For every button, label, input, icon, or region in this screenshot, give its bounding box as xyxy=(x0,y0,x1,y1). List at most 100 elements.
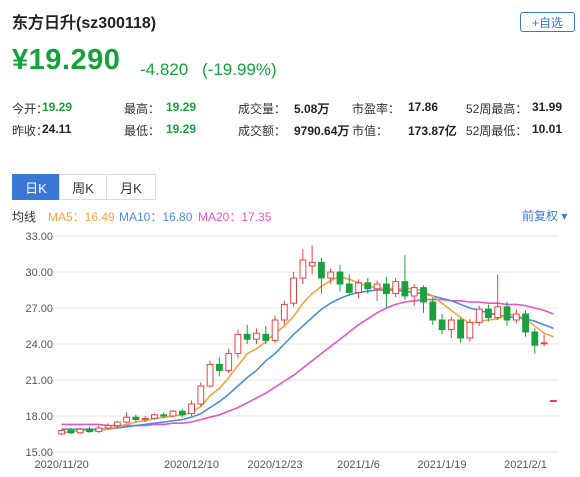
stat-value: 10.01 xyxy=(532,122,563,136)
y-tick-label: 33.00 xyxy=(25,231,53,243)
stock-name: 东方日升(sz300118) xyxy=(12,15,157,32)
candle-body xyxy=(86,428,93,433)
candle-body xyxy=(364,282,372,290)
stat-label: 市盈率： xyxy=(352,102,401,116)
candle-body xyxy=(67,429,75,434)
candle-body xyxy=(392,281,400,295)
stat-label: 成交量： xyxy=(238,102,287,116)
stat-value: 31.99 xyxy=(532,100,563,114)
stat-value: 24.11 xyxy=(42,122,72,136)
candle-body xyxy=(299,259,307,279)
candle-body xyxy=(132,416,140,421)
candle-body xyxy=(76,428,84,434)
candle-body xyxy=(253,332,260,340)
price-change-percent: (-19.99%) xyxy=(202,60,277,79)
candle-body xyxy=(113,421,121,427)
candle-body xyxy=(373,283,381,290)
candle-body xyxy=(308,261,316,267)
candle-body xyxy=(104,425,112,429)
x-tick-label: 2021/1/19 xyxy=(418,459,467,471)
stat-value: 9790.64万 xyxy=(294,124,350,138)
candle-body xyxy=(178,410,186,416)
ma5-line xyxy=(61,275,554,434)
candle-body xyxy=(160,414,168,417)
candle-body xyxy=(262,333,270,341)
candle-body xyxy=(234,333,242,355)
stat-label: 市值： xyxy=(352,124,389,138)
candle-body xyxy=(123,416,130,423)
candle-body xyxy=(522,313,530,333)
candle-body xyxy=(216,363,223,371)
candle-body xyxy=(420,287,427,303)
x-tick-label: 2020/12/23 xyxy=(247,459,302,471)
x-tick-label: 2020/11/20 xyxy=(35,459,89,471)
candle-body xyxy=(401,281,409,297)
x-tick-label: 2021/1/6 xyxy=(337,459,380,471)
candle-body xyxy=(197,385,205,405)
candle-body xyxy=(494,306,502,319)
candle-body xyxy=(243,333,251,340)
candle-body xyxy=(318,261,325,279)
stat-label: 今开： xyxy=(12,102,49,116)
tab-monthly-k[interactable]: 月K xyxy=(106,174,156,200)
stat-label: 成交额： xyxy=(238,124,287,138)
ma20-line xyxy=(61,298,554,427)
adjust-mode-dropdown[interactable]: 前复权 ▾ xyxy=(522,209,568,223)
candle-body xyxy=(429,301,437,321)
stat-label: 最低： xyxy=(124,124,161,138)
candle-body xyxy=(225,353,233,371)
candle-body xyxy=(95,427,103,433)
x-tick-label: 2020/12/10 xyxy=(164,459,219,471)
candle-body xyxy=(457,319,465,339)
ma20-legend: MA20：17.35 xyxy=(198,210,272,224)
stat-label: 最高： xyxy=(124,102,161,116)
candle-body xyxy=(355,282,363,293)
stat-value: 17.86 xyxy=(408,100,439,114)
candle-body xyxy=(503,306,511,321)
candle-body xyxy=(336,271,344,285)
candle-body xyxy=(58,429,66,435)
candle-body xyxy=(169,410,177,417)
ma-legend-label: 均线 xyxy=(12,210,37,224)
y-tick-label: 27.00 xyxy=(25,303,53,315)
stat-value: 5.08万 xyxy=(294,102,330,116)
y-tick-label: 15.00 xyxy=(25,447,53,459)
candle-body xyxy=(290,277,298,304)
candle-body xyxy=(327,271,335,279)
candle-body xyxy=(280,303,288,321)
price-change: -4.820 xyxy=(140,60,189,79)
candle-body xyxy=(151,414,158,419)
add-watchlist-button[interactable]: +自选 xyxy=(520,12,575,32)
candle-body xyxy=(345,283,353,293)
ma10-line xyxy=(61,289,554,430)
y-tick-label: 18.00 xyxy=(25,411,53,423)
x-tick-label: 2021/2/1 xyxy=(504,459,547,471)
candle-body xyxy=(206,363,214,387)
candle-body xyxy=(512,313,520,321)
candle-body xyxy=(438,319,446,331)
stat-value: 19.29 xyxy=(166,122,197,136)
tab-weekly-k[interactable]: 周K xyxy=(59,174,107,200)
candle-body xyxy=(466,321,474,339)
stat-label: 52周最高： xyxy=(466,102,528,116)
y-tick-label: 30.00 xyxy=(25,267,53,279)
candle-body xyxy=(550,400,557,402)
current-price: ¥19.290 xyxy=(12,44,121,76)
candle-body xyxy=(475,308,483,323)
candle-body xyxy=(141,417,149,421)
candle-body xyxy=(383,283,390,295)
candle-body xyxy=(485,308,492,319)
stat-label: 52周最低： xyxy=(466,124,528,138)
stat-value: 173.87亿 xyxy=(408,124,457,138)
candle-body xyxy=(410,287,418,297)
y-tick-label: 24.00 xyxy=(25,339,53,351)
stat-label: 昨收： xyxy=(12,124,49,138)
kline-chart: 33.0030.0027.0024.0021.0018.0015.002020/… xyxy=(25,231,558,471)
candle-body xyxy=(447,319,455,331)
y-tick-label: 21.00 xyxy=(25,375,53,387)
tab-daily-k[interactable]: 日K xyxy=(12,174,60,200)
stat-value: 19.29 xyxy=(166,100,197,114)
candle-body xyxy=(188,403,195,415)
candle-body xyxy=(531,331,539,346)
stat-value: 19.29 xyxy=(42,100,73,114)
